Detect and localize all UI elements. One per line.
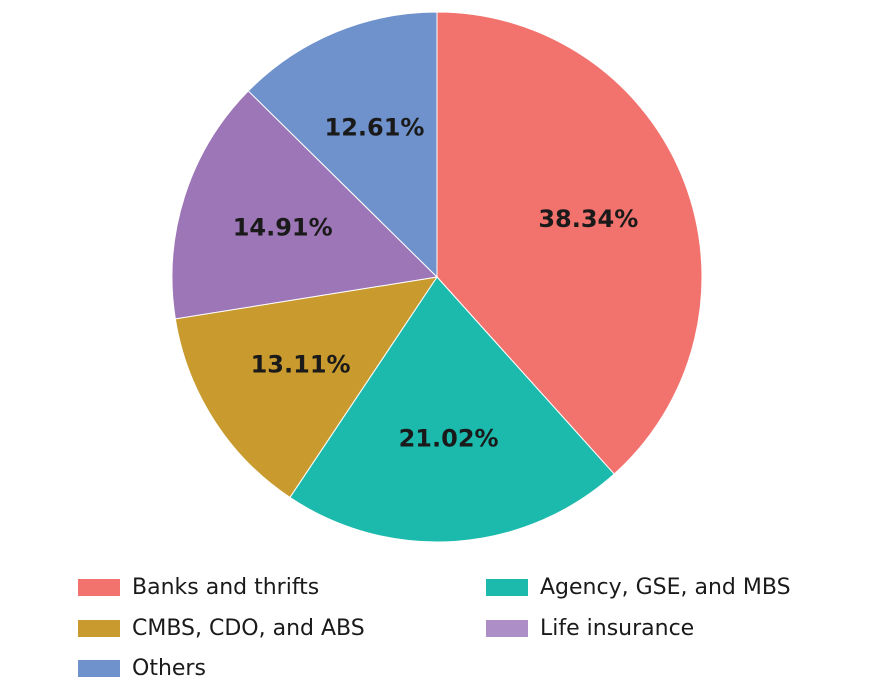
legend-label: Others <box>132 656 206 681</box>
legend-swatch-cmbs-cdo-abs <box>78 620 120 637</box>
data-label-banks-and-thrifts: 38.34% <box>538 205 638 233</box>
legend-item-agency-gse-mbs: Agency, GSE, and MBS <box>486 572 791 602</box>
data-label-agency-gse-and-mbs: 21.02% <box>399 425 499 453</box>
legend-swatch-agency-gse-mbs <box>486 579 528 596</box>
legend-label: Agency, GSE, and MBS <box>540 575 791 600</box>
pie-slices <box>172 12 702 542</box>
legend-label: CMBS, CDO, and ABS <box>132 616 365 641</box>
legend-swatch-life-insurance <box>486 620 528 637</box>
legend-label: Life insurance <box>540 616 694 641</box>
legend-item-banks-and-thrifts: Banks and thrifts <box>78 572 319 602</box>
pie-chart: 38.34% 21.02% 13.11% 14.91% 12.61% <box>0 0 880 560</box>
data-label-life-insurance: 14.91% <box>233 214 333 242</box>
legend-swatch-others <box>78 660 120 677</box>
legend-item-others: Others <box>78 653 206 683</box>
data-label-cmbs-cdo-and-abs: 13.11% <box>251 351 351 379</box>
legend-item-cmbs-cdo-abs: CMBS, CDO, and ABS <box>78 613 365 643</box>
legend-label: Banks and thrifts <box>132 575 319 600</box>
legend-item-life-insurance: Life insurance <box>486 613 694 643</box>
legend-swatch-banks-and-thrifts <box>78 579 120 596</box>
data-label-others: 12.61% <box>325 114 425 142</box>
